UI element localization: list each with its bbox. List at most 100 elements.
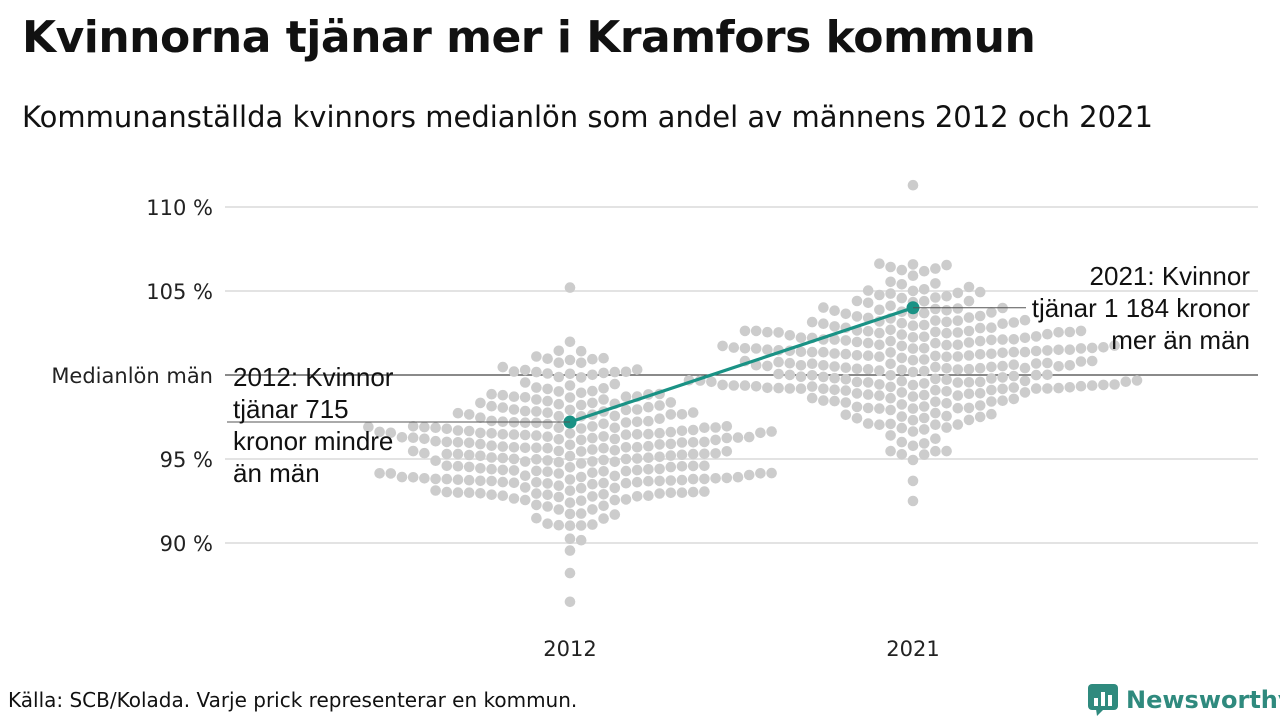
swarm-dot [806, 346, 818, 358]
swarm-dot [907, 391, 919, 402]
swarm-dot [907, 270, 919, 282]
swarm-dot [952, 402, 964, 414]
swarm-dot [818, 383, 829, 395]
swarm-dot [840, 385, 852, 396]
swarm-dot [874, 419, 885, 431]
swarm-dot [885, 418, 896, 430]
annotation-line: kronor mindre [233, 426, 393, 456]
swarm-dot [587, 467, 598, 479]
swarm-dot [918, 378, 930, 389]
swarm-dot [896, 387, 908, 398]
swarm-dot [840, 362, 852, 374]
swarm-dot [941, 422, 952, 433]
swarm-dot [918, 424, 930, 435]
swarm-dot [721, 432, 733, 444]
swarm-dot [885, 300, 896, 312]
swarm-dot [806, 381, 818, 392]
swarm-dot [553, 480, 565, 492]
swarm-dot [531, 477, 542, 488]
swarm-dot [609, 366, 621, 378]
swarm-dot [620, 494, 632, 505]
swarm-dot [643, 452, 654, 464]
swarm-dot [620, 404, 632, 416]
swarm-dot [930, 361, 941, 373]
swarm-dot [531, 417, 542, 429]
swarm-dot [575, 520, 587, 531]
swarm-dot [531, 351, 542, 362]
swarm-dot [643, 464, 654, 475]
swarm-dot [907, 366, 919, 378]
swarm-dot [587, 353, 598, 365]
swarm-dot [963, 295, 975, 307]
swarm-dot [564, 497, 576, 509]
swarm-dot [806, 370, 818, 381]
swarm-dot [687, 407, 699, 418]
swarm-dot [687, 473, 699, 485]
swarm-dot [963, 350, 975, 361]
swarm-dot [721, 446, 733, 457]
swarm-dot [896, 340, 908, 352]
swarm-dot [609, 422, 621, 434]
swarm-dot [643, 490, 654, 502]
swarm-dot [862, 402, 874, 414]
swarm-dot [654, 451, 665, 463]
swarm-dot [676, 449, 688, 461]
swarm-dot [463, 474, 475, 486]
swarm-dot [907, 440, 919, 452]
swarm-dot [687, 460, 699, 472]
swarm-dot [930, 396, 941, 408]
swarm-dot [699, 460, 710, 472]
swarm-dot [587, 478, 598, 490]
swarm-dot [519, 494, 531, 506]
swarm-dot [1109, 340, 1120, 351]
swarm-dot [687, 448, 699, 460]
swarm-dot [1042, 383, 1053, 394]
swarm-dot [952, 303, 964, 314]
swarm-dot [1075, 325, 1087, 337]
swarm-dot [896, 329, 908, 340]
swarm-dot [930, 326, 941, 338]
swarm-dot [1030, 383, 1042, 394]
brand-logo[interactable]: Newsworthy [1088, 684, 1280, 716]
swarm-dot [620, 477, 632, 489]
swarm-dot [620, 391, 632, 403]
swarm-dot [963, 325, 975, 337]
swarm-dot [1064, 360, 1076, 371]
swarm-dot [795, 360, 807, 371]
swarm-dot [710, 448, 721, 459]
swarm-dot [773, 368, 784, 380]
annotation-line: tjänar 1 184 kronor [1032, 293, 1251, 323]
swarm-dot [795, 346, 807, 358]
swarm-dot [952, 364, 964, 375]
swarm-dot [620, 366, 632, 378]
swarm-dot [542, 455, 553, 466]
swarm-dot [930, 303, 941, 315]
swarm-dot [508, 391, 520, 403]
swarm-dot [519, 417, 531, 429]
swarm-dot [818, 302, 829, 313]
swarm-dot [1064, 382, 1076, 393]
swarm-dot [1008, 346, 1020, 358]
swarm-dot [840, 348, 852, 360]
swarm-dot [542, 442, 553, 454]
swarm-dot [986, 373, 997, 384]
swarm-dot [631, 464, 643, 476]
swarm-dot [463, 449, 475, 461]
swarm-dot [941, 305, 952, 316]
swarm-dot [430, 485, 441, 496]
swarm-dot [885, 404, 896, 416]
swarm-dot [918, 401, 930, 412]
swarm-dot [609, 410, 621, 422]
swarm-dot [974, 411, 986, 423]
swarm-dot [475, 438, 486, 450]
swarm-dot [941, 363, 952, 374]
swarm-dot [1075, 343, 1087, 354]
swarm-dot [818, 318, 829, 330]
x-tick-label: 2021 [886, 637, 939, 661]
swarm-dot [851, 376, 863, 388]
swarm-dot [407, 421, 419, 432]
swarm-dot [542, 466, 553, 478]
swarm-dot [907, 414, 919, 426]
swarm-dot [710, 473, 721, 484]
swarm-dot [441, 436, 453, 448]
